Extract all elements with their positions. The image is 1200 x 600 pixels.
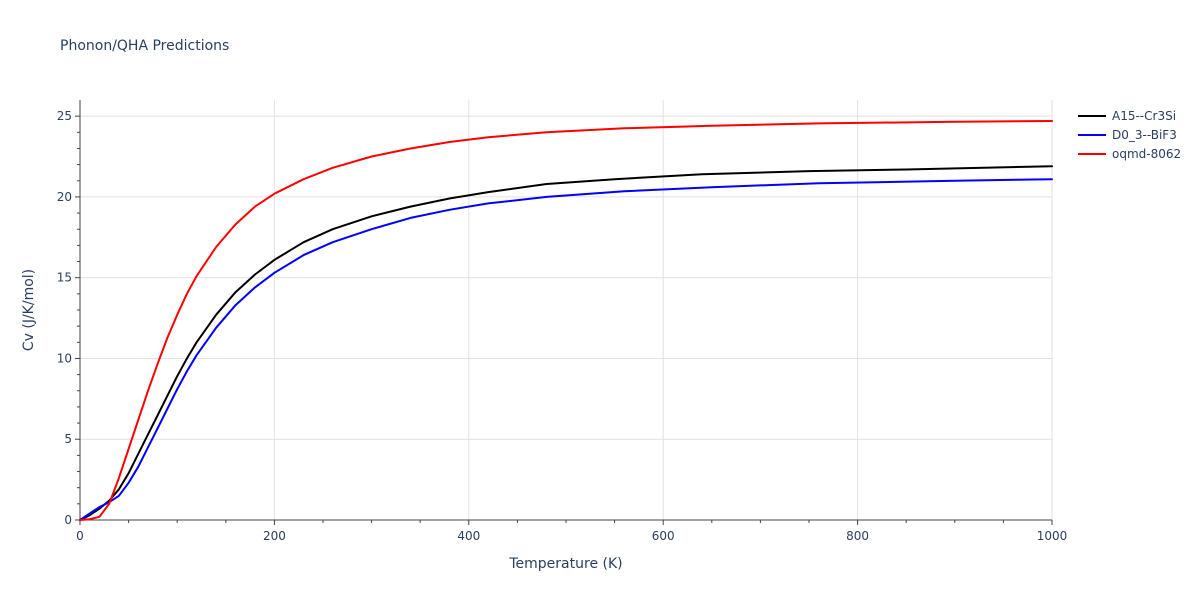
series-line-1[interactable]	[79, 178, 1053, 521]
legend-item[interactable]: oqmd-8062	[1078, 147, 1181, 161]
series-lines	[79, 120, 1053, 521]
y-tick-label: 5	[64, 432, 72, 446]
y-tick-label: 20	[57, 190, 72, 204]
x-tick-label: 200	[263, 529, 286, 543]
legend-label: oqmd-8062	[1112, 147, 1181, 161]
series-line-0[interactable]	[79, 165, 1053, 521]
x-tick-label: 800	[846, 529, 869, 543]
y-tick-label: 15	[57, 271, 72, 285]
series-line-2[interactable]	[79, 120, 1053, 521]
axes	[75, 100, 1053, 525]
grid-lines	[80, 100, 1053, 520]
y-axis-title: Cv (J/K/mol)	[21, 269, 37, 351]
x-tick-label: 400	[457, 529, 480, 543]
y-tick-label: 25	[57, 109, 72, 123]
legend[interactable]: A15--Cr3Si D0_3--BiF3 oqmd-8062	[1078, 109, 1181, 161]
chart-title: Phonon/QHA Predictions	[60, 38, 229, 54]
x-axis-title: Temperature (K)	[508, 556, 622, 572]
legend-item[interactable]: A15--Cr3Si	[1078, 109, 1176, 123]
x-tick-labels: 0 200 400 600 800 1000	[76, 529, 1067, 543]
legend-label: D0_3--BiF3	[1112, 128, 1177, 142]
y-tick-label: 10	[57, 351, 72, 365]
legend-label: A15--Cr3Si	[1112, 109, 1176, 123]
y-tick-labels: 0 5 10 15 20 25	[57, 109, 72, 527]
legend-item[interactable]: D0_3--BiF3	[1078, 128, 1177, 142]
x-tick-label: 0	[76, 529, 84, 543]
x-tick-label: 600	[652, 529, 675, 543]
x-tick-label: 1000	[1037, 529, 1068, 543]
y-tick-label: 0	[64, 513, 72, 527]
